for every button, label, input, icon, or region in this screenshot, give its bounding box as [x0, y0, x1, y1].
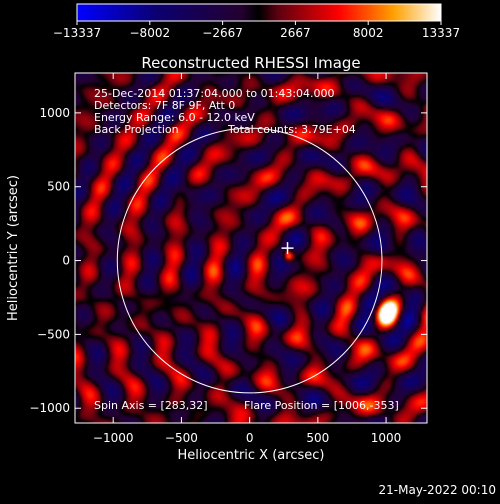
chart-title: Reconstructed RHESSI Image: [141, 54, 360, 72]
plot-frame: [74, 72, 428, 424]
x-tick-label: 500: [306, 431, 329, 445]
y-tick-label: −500: [37, 327, 70, 341]
annotation-method: Back Projection: [94, 123, 179, 136]
annotation-time: 25-Dec-2014 01:37:04.000 to 01:43:04.000: [94, 87, 335, 100]
colorbar-tick-label: −2667: [202, 26, 243, 40]
y-axis-label: Heliocentric Y (arcsec): [6, 175, 21, 321]
y-tick-label: −1000: [29, 401, 70, 415]
x-tick-label: 0: [246, 431, 254, 445]
colorbar-tick-label: 13337: [422, 26, 460, 40]
annotation-flare-position: Flare Position = [1006,-353]: [244, 399, 399, 412]
annotation-spin-axis: Spin Axis = [283,32]: [94, 399, 208, 412]
colorbar-tick-label: 2667: [280, 26, 311, 40]
x-tick-label: −500: [165, 431, 198, 445]
plot-timestamp: 21-May-2022 00:10: [379, 483, 496, 497]
annotation-energy: Energy Range: 6.0 - 12.0 keV: [94, 111, 255, 124]
annotation-detectors: Detectors: 7F 8F 9F, Att 0: [94, 99, 235, 112]
center-cross: [281, 242, 294, 255]
x-tick-label: 1000: [371, 431, 402, 445]
colorbar: [76, 3, 442, 22]
y-tick-label: 500: [47, 180, 70, 194]
axes: −1000 −500 0 500 1000 −1000 −500 0 500 1000: [29, 73, 427, 445]
colorbar-tick-label: 8002: [353, 26, 384, 40]
x-tick-label: −1000: [93, 431, 134, 445]
y-tick-label: 1000: [39, 106, 70, 120]
colorbar-tick-label: −13337: [53, 26, 101, 40]
x-axis-label: Heliocentric X (arcsec): [178, 448, 325, 463]
colorbar-tick-label: −8002: [130, 26, 171, 40]
solar-limb-circle: [116, 127, 383, 394]
annotation-counts: Total counts: 3.79E+04: [227, 123, 356, 136]
heatmap-image: [75, 73, 427, 423]
colorbar-ticks: −13337 −8002 −2667 2667 8002 13337: [53, 21, 460, 40]
y-tick-label: 0: [62, 254, 70, 268]
